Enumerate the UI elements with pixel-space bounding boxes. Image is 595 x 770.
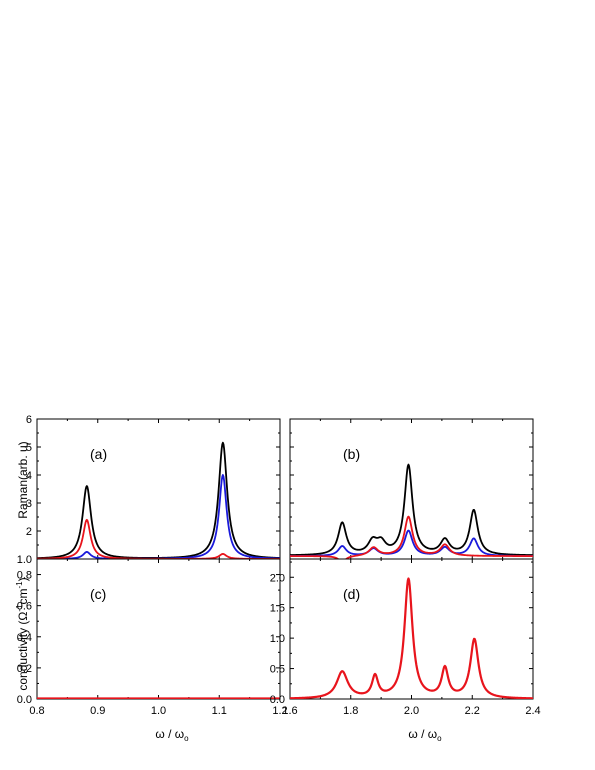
x-axis-title-right-sub: o xyxy=(437,734,442,743)
panel-d: 0.0 0.5 1.0 1.5 2.0 1.6 1.8 2.0 2.2 2.4 (d) xyxy=(270,558,541,717)
plot-frame-a xyxy=(36,418,281,560)
series-line-a-1 xyxy=(37,474,280,559)
x-tick-label-d: 1.6 xyxy=(282,705,297,717)
conductivity-title-part: ) xyxy=(16,577,30,581)
series-group-d xyxy=(290,577,533,699)
plot-frame-d xyxy=(289,558,534,700)
y-tick-label-c: 0.0 xyxy=(17,694,32,706)
y-tick-label-d: 2.0 xyxy=(270,572,285,584)
panel-label-c: (c) xyxy=(90,586,106,602)
x-tick-label-d: 2.4 xyxy=(525,705,540,717)
x-tick-label-c: 1.1 xyxy=(212,705,227,717)
series-line-b-1 xyxy=(290,529,533,557)
y-tick-label-c: 0.6 xyxy=(17,601,32,613)
series-group-b xyxy=(290,463,533,559)
x-axis-title-right-text: ω / ω xyxy=(408,727,437,741)
series-line-b-2 xyxy=(290,515,533,559)
y-axis-title-raman: Raman(arb. u) xyxy=(16,441,30,518)
panel-label-a: (a) xyxy=(90,446,107,462)
panel-a: 1.0 2 3 4 5 6 (a) xyxy=(17,414,281,566)
y-tick-label-a: 5 xyxy=(26,442,32,454)
x-tick-label-c: 1.0 xyxy=(151,705,166,717)
series-line-b-0 xyxy=(290,463,533,556)
x-tick-label-d: 2.2 xyxy=(465,705,480,717)
x-tick-label-c: 1.2 xyxy=(272,705,287,717)
x-axis-title-left-sub: o xyxy=(184,734,189,743)
conductivity-title-part: cm xyxy=(16,589,30,605)
series-group-a xyxy=(37,441,280,559)
x-tick-label-c: 0.9 xyxy=(90,705,105,717)
panel-b: (b) xyxy=(289,418,534,560)
series-line-d-0 xyxy=(290,577,533,699)
panel-c: 0.0 0.2 0.4 0.6 0.8 0.8 0.9 1.0 1.1 1.2 (c) xyxy=(17,558,288,717)
conductivity-title-part: -1 xyxy=(15,581,24,589)
x-tick-label-c: 0.8 xyxy=(29,705,44,717)
x-tick-label-d: 1.8 xyxy=(343,705,358,717)
y-tick-label-c: 0.4 xyxy=(17,632,32,644)
y-tick-label-d: 1.0 xyxy=(270,633,285,645)
panel-label-d: (d) xyxy=(343,586,360,602)
y-axis-title-conductivity: conductivity (Ω-1cm-1) xyxy=(15,577,30,690)
conductivity-title-part: -1 xyxy=(15,604,24,612)
y-tick-label-c: 0.8 xyxy=(17,570,32,582)
y-tick-label-a: 3 xyxy=(26,498,32,510)
y-tick-label-d: 0.0 xyxy=(270,694,285,706)
y-tick-label-a: 2 xyxy=(26,526,32,538)
y-tick-label-a: 4 xyxy=(26,470,32,482)
x-axis-title-left-text: ω / ω xyxy=(155,727,184,741)
y-tick-label-d: 0.5 xyxy=(270,664,285,676)
series-line-a-0 xyxy=(37,441,280,559)
x-axis-title-left: ω / ωo xyxy=(155,727,189,743)
y-tick-label-d: 1.5 xyxy=(270,603,285,615)
x-tick-label-d: 2.0 xyxy=(404,705,419,717)
conductivity-title-part: conductivity (Ω xyxy=(16,612,30,691)
panel-label-b: (b) xyxy=(343,446,360,462)
plot-frame-c xyxy=(36,558,281,700)
y-tick-label-a: 6 xyxy=(26,414,32,426)
y-tick-label-c: 0.2 xyxy=(17,663,32,675)
x-axis-title-right: ω / ωo xyxy=(408,727,442,743)
y-tick-label-a: 1.0 xyxy=(17,554,32,566)
